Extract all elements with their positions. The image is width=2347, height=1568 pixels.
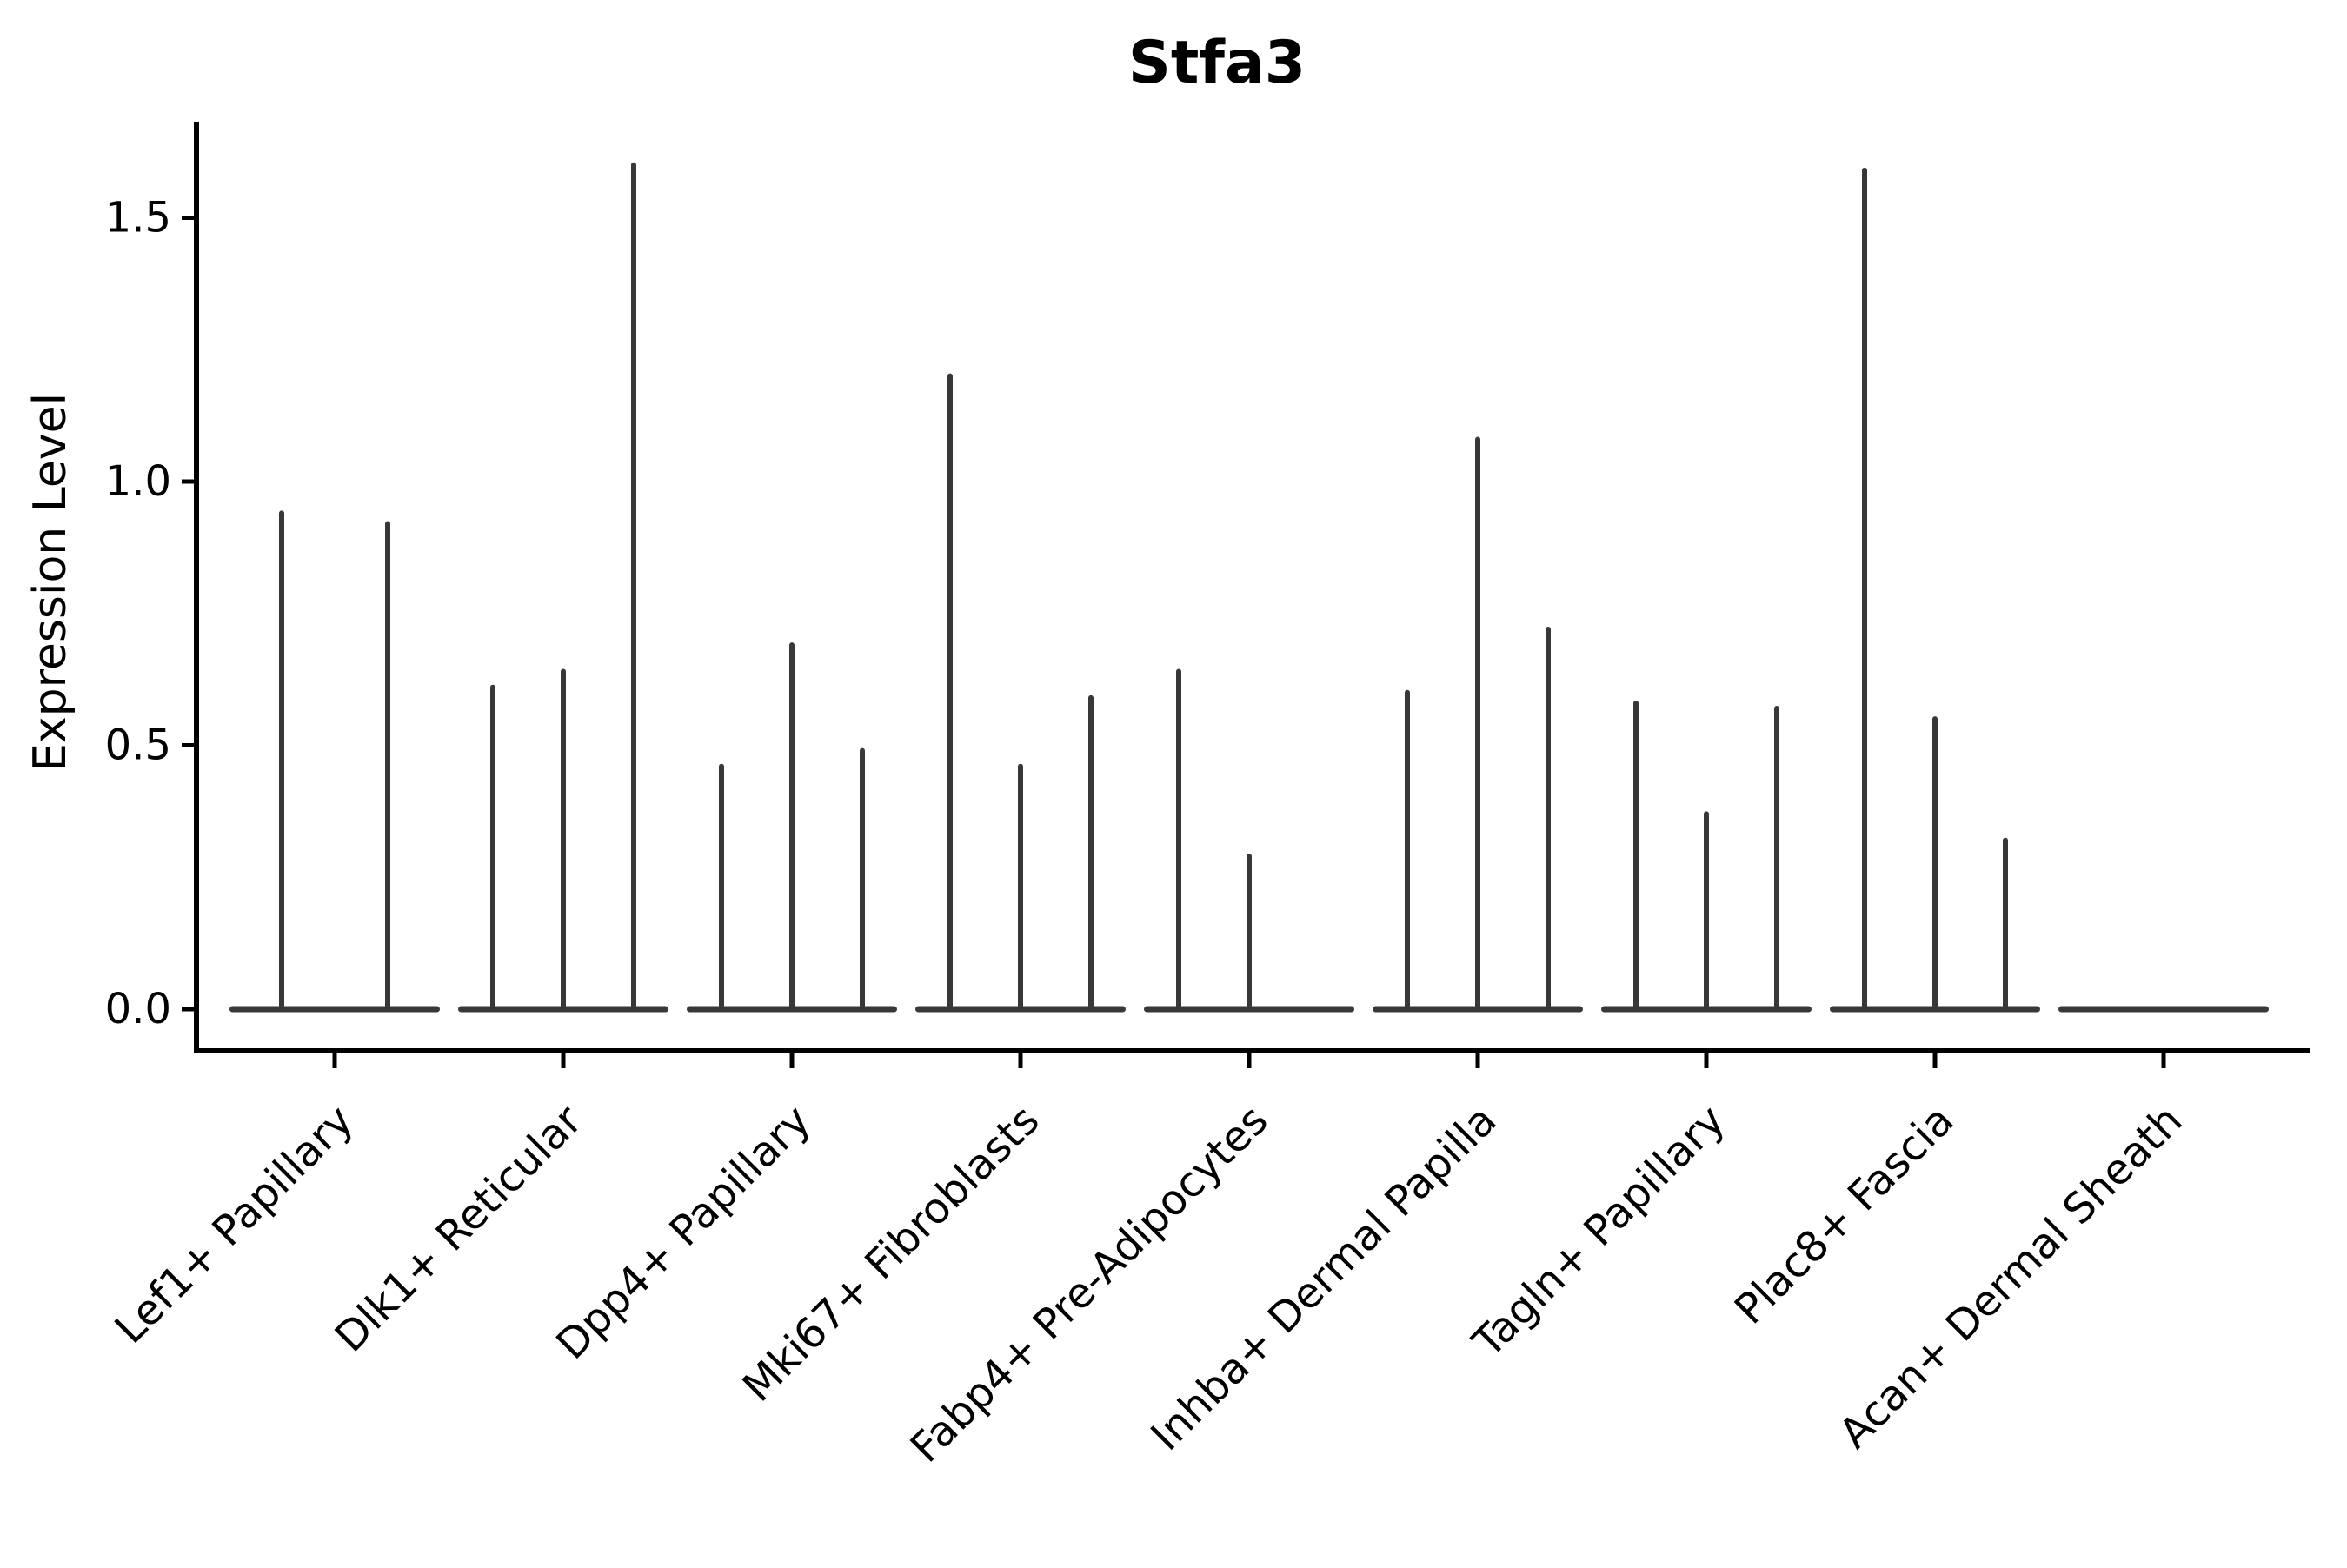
violin-base <box>2058 1006 2269 1013</box>
x-tick-label: Dlk1+ Reticular <box>326 1096 592 1362</box>
y-tick-label: 0.5 <box>105 721 171 770</box>
y-axis-label: Expression Level <box>24 393 76 772</box>
y-axis-ticks: 0.0 0.5 1.0 1.5 <box>105 194 195 1033</box>
x-tick-label: Lef1+ Papillary <box>106 1096 363 1353</box>
y-tick-label: 1.0 <box>105 457 171 506</box>
violins-layer <box>229 162 2269 1013</box>
y-tick-label: 1.5 <box>105 194 171 243</box>
x-axis-ticks <box>332 1053 2166 1068</box>
y-tick-label: 0.0 <box>105 985 171 1033</box>
x-tick-label: Dpp4+ Papillary <box>547 1096 820 1369</box>
violin-base <box>229 1006 440 1013</box>
x-tick-label: Plac8+ Fascia <box>1725 1096 1964 1334</box>
x-tick-label: Tagln+ Papillary <box>1463 1096 1734 1367</box>
chart-title: Stfa3 <box>1128 29 1306 97</box>
